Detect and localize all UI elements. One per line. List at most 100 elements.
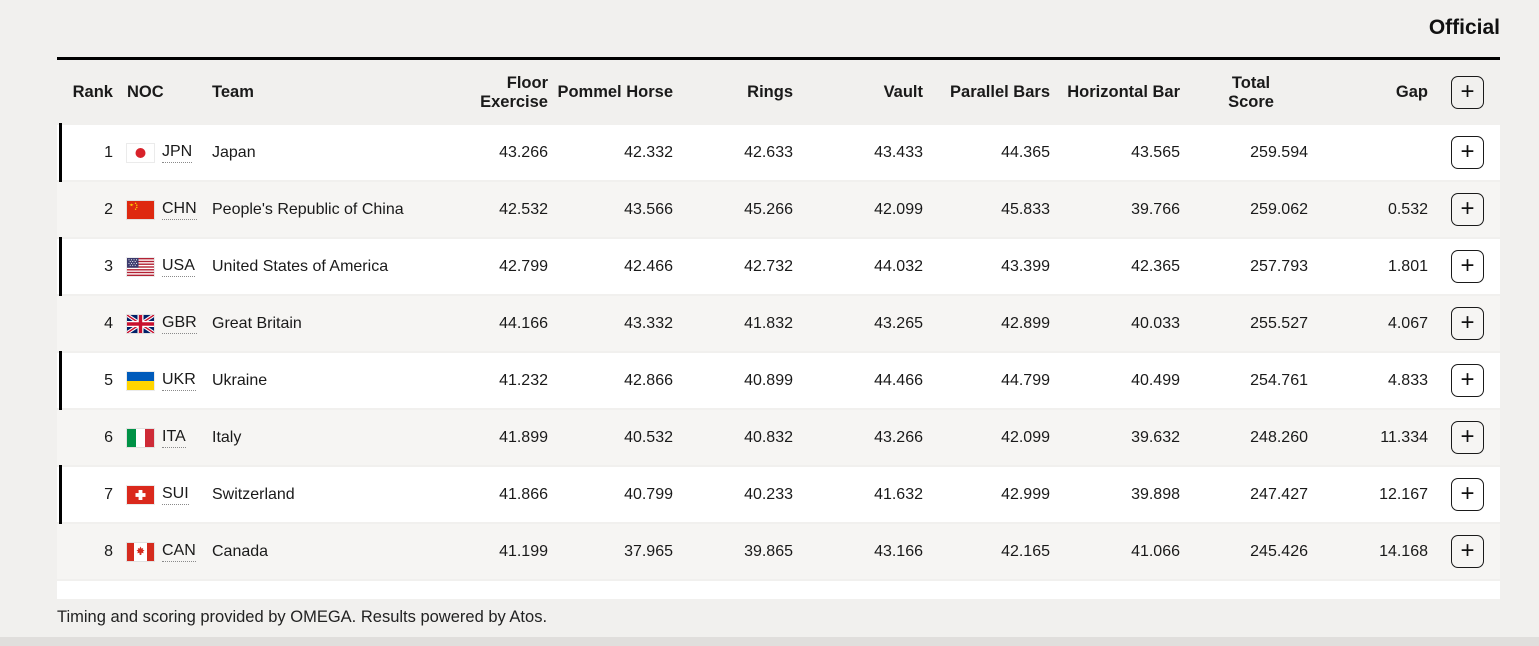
noc-cell: GBR (115, 313, 210, 334)
table-row: 5 UKR Ukraine 41.232 42.866 40.899 44.46… (57, 351, 1500, 410)
noc-cell: SUI (115, 484, 210, 505)
header-total-line1: Total (1231, 73, 1271, 92)
expand-row-button[interactable]: + (1451, 421, 1484, 454)
pommel-horse-score: 40.532 (624, 428, 673, 446)
rings-score: 40.233 (744, 485, 793, 503)
expand-row-button[interactable]: + (1451, 535, 1484, 568)
noc-cell: CHN (115, 199, 210, 220)
expand-row-button[interactable]: + (1451, 136, 1484, 169)
expand-row-button[interactable]: + (1451, 307, 1484, 340)
team-name: Great Britain (212, 314, 302, 332)
rings-score: 40.832 (744, 428, 793, 446)
rank-value: 5 (104, 371, 113, 389)
team-name: People's Republic of China (212, 200, 404, 218)
plus-icon: + (1460, 365, 1475, 393)
rings-score: 42.732 (744, 257, 793, 275)
noc-code: ITA (162, 427, 186, 448)
rings-score: 39.865 (744, 542, 793, 560)
expand-all-button[interactable]: + (1451, 76, 1484, 109)
table-row: 8 CAN Canada 41.199 37.965 39.865 43.166… (57, 524, 1500, 579)
gap-value: 4.833 (1387, 371, 1428, 389)
rank-value: 8 (104, 542, 113, 560)
gap-value: 0.532 (1387, 200, 1428, 218)
noc-code: USA (162, 256, 195, 277)
expand-cell: + (1435, 364, 1500, 397)
table-header-row: Rank NOC Team Floor Exercise Pommel Hors… (57, 60, 1500, 125)
table-row: 4 GBR Great Britain 44.166 43.332 41.832… (57, 296, 1500, 351)
expand-row-button[interactable]: + (1451, 478, 1484, 511)
total-score: 254.761 (1250, 371, 1308, 389)
status-badge: Official (1428, 16, 1500, 39)
total-score: 247.427 (1250, 485, 1308, 503)
rings-score: 42.633 (744, 143, 793, 161)
flag-jpn-icon (127, 143, 154, 162)
parallel-bars-score: 42.099 (1001, 428, 1050, 446)
header-team: Team (212, 83, 254, 102)
noc-code: SUI (162, 484, 189, 505)
team-name: Switzerland (212, 485, 295, 503)
flag-ita-icon (127, 428, 154, 447)
header-floor-exercise: Floor Exercise (480, 73, 548, 111)
pommel-horse-score: 42.866 (624, 371, 673, 389)
parallel-bars-score: 42.165 (1001, 542, 1050, 560)
expand-row-button[interactable]: + (1451, 250, 1484, 283)
noc-code: CHN (162, 199, 197, 220)
parallel-bars-score: 42.999 (1001, 485, 1050, 503)
header-expand-cell: + (1435, 76, 1500, 109)
noc-code: UKR (162, 370, 196, 391)
table-row: 1 JPN Japan 43.266 42.332 42.633 43.433 … (57, 123, 1500, 182)
floor-exercise-score: 41.866 (499, 485, 548, 503)
rank-value: 4 (104, 314, 113, 332)
noc-code: CAN (162, 541, 196, 562)
plus-icon: + (1460, 77, 1475, 105)
horizontal-bar-score: 40.499 (1131, 371, 1180, 389)
flag-usa-icon (127, 257, 154, 276)
noc-cell: UKR (115, 370, 210, 391)
rank-value: 6 (104, 428, 113, 446)
team-name: Japan (212, 143, 256, 161)
flag-sui-icon (127, 485, 154, 504)
plus-icon: + (1460, 308, 1475, 336)
results-table: Rank NOC Team Floor Exercise Pommel Hors… (57, 57, 1500, 599)
floor-exercise-score: 43.266 (499, 143, 548, 161)
expand-row-button[interactable]: + (1451, 364, 1484, 397)
header-rank: Rank (72, 83, 113, 102)
header-vault: Vault (883, 83, 923, 102)
total-score: 245.426 (1250, 542, 1308, 560)
expand-row-button[interactable]: + (1451, 193, 1484, 226)
noc-cell: USA (115, 256, 210, 277)
expand-cell: + (1435, 307, 1500, 340)
table-row: 7 SUI Switzerland 41.866 40.799 40.233 4… (57, 465, 1500, 524)
flag-chn-icon (127, 200, 154, 219)
horizontal-bar-score: 39.632 (1131, 428, 1180, 446)
expand-cell: + (1435, 193, 1500, 226)
team-name: Canada (212, 542, 269, 560)
flag-ukr-icon (127, 371, 154, 390)
gap-value: 14.168 (1379, 542, 1428, 560)
gap-value: 4.067 (1387, 314, 1428, 332)
floor-exercise-score: 41.199 (499, 542, 548, 560)
floor-exercise-score: 42.799 (499, 257, 548, 275)
rings-score: 45.266 (744, 200, 793, 218)
rank-value: 2 (104, 200, 113, 218)
total-score: 257.793 (1250, 257, 1308, 275)
gap-value: 11.334 (1380, 428, 1428, 446)
expand-cell: + (1435, 250, 1500, 283)
table-row: 2 CHN People's Republic of China 42.532 … (57, 182, 1500, 237)
plus-icon: + (1460, 422, 1475, 450)
noc-code: GBR (162, 313, 197, 334)
table-row: 6 ITA Italy 41.899 40.532 40.832 43.266 … (57, 410, 1500, 465)
header-horizontal-bar: Horizontal Bar (1067, 83, 1180, 102)
header-total-score: Total Score (1187, 74, 1315, 112)
header-total-line2: Score (1228, 92, 1274, 111)
plus-icon: + (1460, 251, 1475, 279)
rank-value: 3 (104, 257, 113, 275)
floor-exercise-score: 41.899 (499, 428, 548, 446)
floor-exercise-score: 44.166 (499, 314, 548, 332)
flag-can-icon (127, 542, 154, 561)
plus-icon: + (1460, 194, 1475, 222)
pommel-horse-score: 40.799 (624, 485, 673, 503)
plus-icon: + (1460, 479, 1475, 507)
vault-score: 44.032 (874, 257, 923, 275)
